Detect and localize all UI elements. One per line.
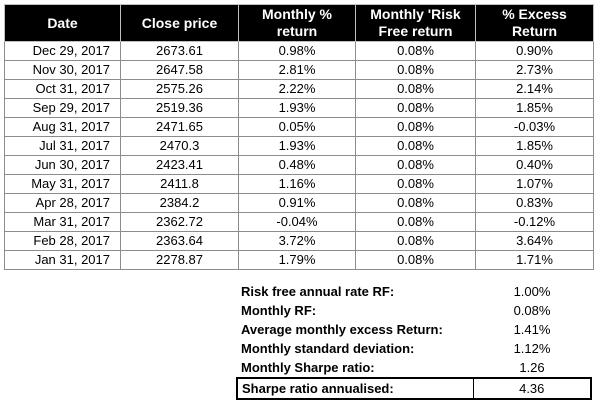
table-row: Apr 28, 2017 2384.2 0.91% 0.08% 0.83% <box>4 193 594 213</box>
cell-close-price: 2575.26 <box>120 79 239 99</box>
cell-monthly-return: 1.93% <box>238 98 356 118</box>
cell-date: Sep 29, 2017 <box>4 98 121 118</box>
cell-date: Mar 31, 2017 <box>4 212 121 232</box>
summary-value: 1.12% <box>513 341 551 356</box>
cell-risk-free-return: 0.08% <box>355 231 476 251</box>
summary-label: Monthly Sharpe ratio: <box>241 360 375 375</box>
cell-monthly-return: 0.98% <box>238 41 356 61</box>
cell-date: Jan 31, 2017 <box>4 250 121 270</box>
header-date: Date <box>4 4 121 42</box>
cell-risk-free-return: 0.08% <box>355 117 476 137</box>
cell-date: Oct 31, 2017 <box>4 79 121 99</box>
cell-close-price: 2362.72 <box>120 212 239 232</box>
summary-label: Sharpe ratio annualised: <box>236 377 474 400</box>
cell-excess-return: 2.14% <box>475 79 594 99</box>
summary-value: 4.36 <box>473 377 592 400</box>
summary-label: Risk free annual rate RF: <box>241 284 395 299</box>
header-row: Date Close price Monthly % return Monthl… <box>4 4 594 42</box>
cell-monthly-return: 2.22% <box>238 79 356 99</box>
summary-row-annualised-sharpe: Sharpe ratio annualised: 4.36 <box>236 377 592 400</box>
cell-excess-return: 1.85% <box>475 98 594 118</box>
cell-close-price: 2673.61 <box>120 41 239 61</box>
header-risk-free-return: Monthly 'Risk Free return <box>355 4 476 42</box>
summary-label: Monthly standard deviation: <box>241 341 415 356</box>
cell-excess-return: 0.90% <box>475 41 594 61</box>
table-row: May 31, 2017 2411.8 1.16% 0.08% 1.07% <box>4 174 594 194</box>
cell-monthly-return: 1.79% <box>238 250 356 270</box>
cell-close-price: 2423.41 <box>120 155 239 175</box>
cell-excess-return: 1.85% <box>475 136 594 156</box>
table-row: Aug 31, 2017 2471.65 0.05% 0.08% -0.03% <box>4 117 594 137</box>
summary-row-monthly-std-dev: Monthly standard deviation: 1.12% <box>237 339 591 358</box>
cell-close-price: 2519.36 <box>120 98 239 118</box>
header-close-price: Close price <box>120 4 239 42</box>
summary-row-avg-excess-return: Average monthly excess Return: 1.41% <box>237 320 591 339</box>
cell-close-price: 2384.2 <box>120 193 239 213</box>
cell-excess-return: -0.12% <box>475 212 594 232</box>
cell-risk-free-return: 0.08% <box>355 60 476 80</box>
summary-row-monthly-sharpe: Monthly Sharpe ratio: 1.26 <box>237 358 591 378</box>
cell-monthly-return: 0.48% <box>238 155 356 175</box>
table-row: Oct 31, 2017 2575.26 2.22% 0.08% 2.14% <box>4 79 594 99</box>
cell-risk-free-return: 0.08% <box>355 193 476 213</box>
cell-monthly-return: 1.93% <box>238 136 356 156</box>
table-row: Jan 31, 2017 2278.87 1.79% 0.08% 1.71% <box>4 250 594 270</box>
cell-date: Jun 30, 2017 <box>4 155 121 175</box>
cell-excess-return: 0.40% <box>475 155 594 175</box>
cell-excess-return: -0.03% <box>475 117 594 137</box>
table-row: Jun 30, 2017 2423.41 0.48% 0.08% 0.40% <box>4 155 594 175</box>
cell-risk-free-return: 0.08% <box>355 174 476 194</box>
returns-table: Date Close price Monthly % return Monthl… <box>4 4 594 270</box>
header-excess-return: % Excess Return <box>475 4 594 42</box>
cell-excess-return: 1.71% <box>475 250 594 270</box>
cell-date: Feb 28, 2017 <box>4 231 121 251</box>
table-row: Sep 29, 2017 2519.36 1.93% 0.08% 1.85% <box>4 98 594 118</box>
cell-risk-free-return: 0.08% <box>355 136 476 156</box>
table-row: Mar 31, 2017 2362.72 -0.04% 0.08% -0.12% <box>4 212 594 232</box>
summary-row-risk-free-annual: Risk free annual rate RF: 1.00% <box>237 282 591 301</box>
cell-date: Aug 31, 2017 <box>4 117 121 137</box>
cell-close-price: 2411.8 <box>120 174 239 194</box>
cell-risk-free-return: 0.08% <box>355 79 476 99</box>
summary-label: Average monthly excess Return: <box>241 322 443 337</box>
cell-excess-return: 2.73% <box>475 60 594 80</box>
cell-risk-free-return: 0.08% <box>355 41 476 61</box>
cell-date: Dec 29, 2017 <box>4 41 121 61</box>
cell-monthly-return: -0.04% <box>238 212 356 232</box>
cell-monthly-return: 1.16% <box>238 174 356 194</box>
cell-date: Jul 31, 2017 <box>4 136 121 156</box>
cell-risk-free-return: 0.08% <box>355 250 476 270</box>
cell-monthly-return: 0.91% <box>238 193 356 213</box>
cell-risk-free-return: 0.08% <box>355 212 476 232</box>
sharpe-summary: Risk free annual rate RF: 1.00% Monthly … <box>236 282 592 400</box>
cell-risk-free-return: 0.08% <box>355 155 476 175</box>
cell-date: May 31, 2017 <box>4 174 121 194</box>
cell-monthly-return: 2.81% <box>238 60 356 80</box>
cell-monthly-return: 3.72% <box>238 231 356 251</box>
cell-excess-return: 1.07% <box>475 174 594 194</box>
cell-excess-return: 0.83% <box>475 193 594 213</box>
summary-value: 0.08% <box>513 303 551 318</box>
cell-date: Nov 30, 2017 <box>4 60 121 80</box>
cell-close-price: 2363.64 <box>120 231 239 251</box>
cell-close-price: 2278.87 <box>120 250 239 270</box>
table-row: Jul 31, 2017 2470.3 1.93% 0.08% 1.85% <box>4 136 594 156</box>
summary-label: Monthly RF: <box>241 303 317 318</box>
cell-close-price: 2647.58 <box>120 60 239 80</box>
summary-row-monthly-rf: Monthly RF: 0.08% <box>237 301 591 320</box>
header-monthly-return: Monthly % return <box>238 4 356 42</box>
summary-value: 1.41% <box>513 322 551 337</box>
cell-risk-free-return: 0.08% <box>355 98 476 118</box>
table-row: Dec 29, 2017 2673.61 0.98% 0.08% 0.90% <box>4 41 594 61</box>
summary-value: 1.00% <box>513 284 551 299</box>
table-row: Feb 28, 2017 2363.64 3.72% 0.08% 3.64% <box>4 231 594 251</box>
cell-close-price: 2470.3 <box>120 136 239 156</box>
cell-date: Apr 28, 2017 <box>4 193 121 213</box>
cell-excess-return: 3.64% <box>475 231 594 251</box>
summary-value: 1.26 <box>519 360 545 375</box>
table-row: Nov 30, 2017 2647.58 2.81% 0.08% 2.73% <box>4 60 594 80</box>
cell-close-price: 2471.65 <box>120 117 239 137</box>
cell-monthly-return: 0.05% <box>238 117 356 137</box>
